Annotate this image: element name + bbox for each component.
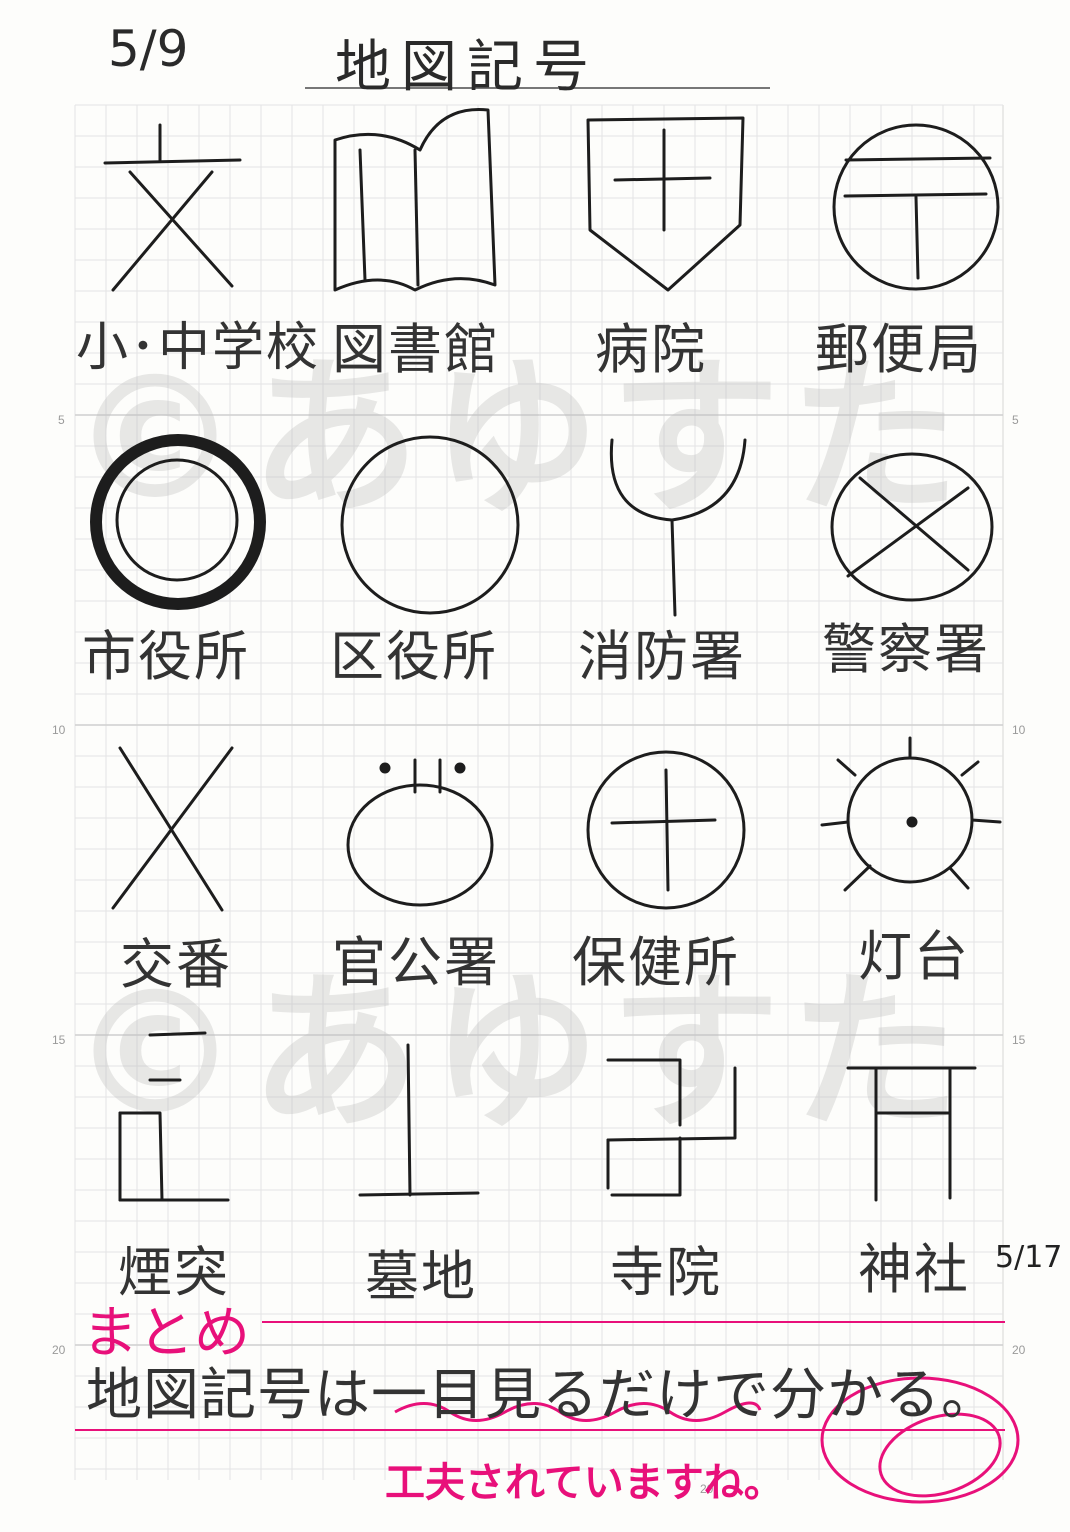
symbol-label: 消防署	[578, 625, 746, 688]
summary-heading: まとめ	[82, 1301, 250, 1366]
temple-icon	[606, 1058, 737, 1197]
symbol-label: 灯台	[858, 925, 970, 988]
symbol-label: 市役所	[82, 625, 250, 688]
government-office-icon	[346, 758, 494, 907]
library-icon	[333, 108, 497, 292]
symbol-label: 寺院	[610, 1241, 722, 1304]
hospital-icon	[586, 116, 745, 292]
row-number: 5	[58, 413, 65, 427]
symbol-label: 小･中学校	[76, 318, 321, 378]
symbol-label: 煙突	[118, 1241, 230, 1304]
health-center-icon	[586, 750, 746, 910]
lighthouse-icon	[820, 736, 1002, 892]
row-number: 20	[1012, 1343, 1026, 1357]
symbol-label: 警察署	[822, 618, 990, 681]
page-title: 地図記号	[335, 35, 599, 100]
police-station-icon	[830, 452, 994, 602]
summary-date: 5/17	[995, 1240, 1063, 1275]
row-number: 5	[1012, 413, 1019, 427]
symbol-label: 区役所	[330, 625, 498, 688]
chimney-icon	[118, 1031, 230, 1202]
police-box-icon	[111, 746, 234, 912]
fire-station-icon	[609, 438, 747, 617]
row-number: 10	[1012, 723, 1026, 737]
row-number: 15	[1012, 1033, 1026, 1047]
ward-office-icon	[340, 435, 520, 615]
watermark: ©あゆすた	[70, 955, 971, 1153]
cemetery-icon	[358, 1043, 480, 1197]
symbol-label: 神社	[858, 1238, 970, 1301]
symbol-label: 交番	[120, 933, 232, 996]
symbol-label: 郵便局	[815, 318, 983, 381]
symbol-label: 墓地	[365, 1245, 477, 1308]
post-office-icon	[832, 123, 1000, 291]
symbol-label: 保健所	[572, 931, 740, 994]
column-number: 20	[700, 1482, 714, 1496]
row-number: 20	[52, 1343, 66, 1357]
symbol-label: 官公署	[332, 931, 500, 994]
summary-text: 地図記号は一目見るだけで分かる。	[86, 1363, 998, 1428]
teacher-comment: 工夫されていますね。	[385, 1460, 784, 1506]
date-label: 5/9	[108, 20, 189, 78]
city-hall-icon	[90, 434, 266, 610]
row-number: 15	[52, 1033, 66, 1047]
symbol-label: 病院	[595, 318, 707, 381]
school-icon	[103, 123, 242, 292]
shrine-icon	[846, 1066, 977, 1202]
symbol-label: 図書館	[332, 318, 500, 381]
row-number: 10	[52, 723, 66, 737]
